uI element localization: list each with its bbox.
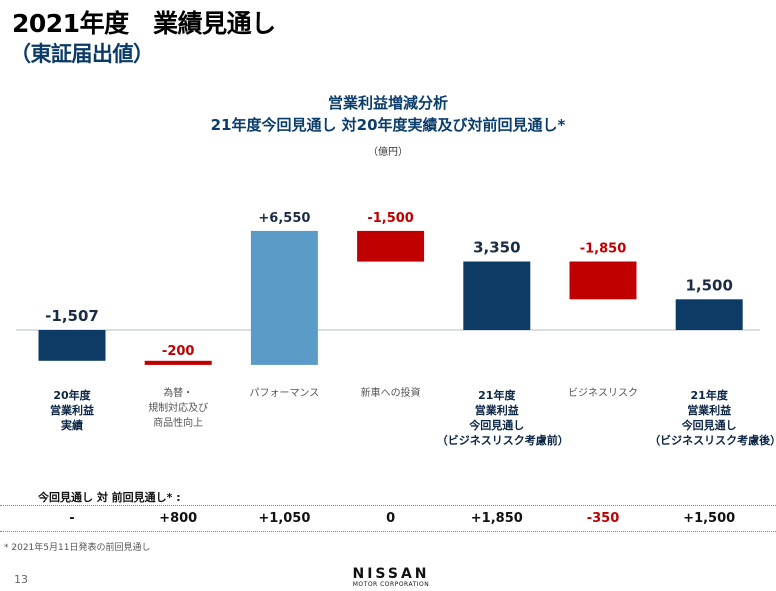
- logo-main: NISSAN: [352, 566, 430, 582]
- summary-value-5: +1,850: [470, 511, 523, 526]
- bar-3: [250, 230, 318, 365]
- category-label-line: 為替・: [163, 388, 194, 399]
- slide-subtitle: （東証届出値）: [10, 42, 154, 66]
- summary-value-6: -350: [586, 511, 620, 526]
- category-label-line: 実績: [61, 419, 83, 432]
- category-label-2: 為替・規制対応及び 商品性向上: [118, 386, 238, 431]
- bar-value-label-7: 1,500: [685, 276, 732, 294]
- summary-value-4: 0: [386, 511, 396, 526]
- category-label-line: 今回見通し: [469, 419, 525, 432]
- chart-title-line2: 21年度今回見通し 対20年度実績及び対前回見通し*: [210, 116, 566, 134]
- category-label-line: （ビジネスリスク考慮後）: [649, 434, 776, 447]
- bar-value-label-6: -1,850: [580, 242, 627, 257]
- category-label-line: 21年度: [690, 389, 728, 402]
- summary-value-1: -: [69, 511, 75, 526]
- category-label-1: 20年度営業利益実績: [12, 388, 132, 433]
- nissan-logo: NISSAN MOTOR CORPORATION: [336, 567, 446, 589]
- bar-5: [463, 261, 531, 330]
- category-label-line: 営業利益: [474, 404, 519, 417]
- category-label-line: 営業利益: [687, 404, 732, 417]
- category-label-line: 20年度: [53, 389, 91, 402]
- bar-value-label-4: -1,500: [367, 211, 414, 226]
- logo-sub: MOTOR CORPORATION: [352, 581, 430, 588]
- bar-1: [38, 330, 106, 361]
- category-label-6: ビジネスリスク: [543, 386, 663, 401]
- summary-value-7: +1,500: [683, 511, 736, 526]
- bar-value-label-3: +6,550: [258, 211, 310, 226]
- bar-value-label-5: 3,350: [473, 239, 520, 257]
- category-label-line: 商品性向上: [153, 418, 204, 429]
- category-label-4: 新車への投資: [331, 386, 451, 401]
- bar-2: [144, 360, 212, 365]
- bar-value-label-2: -200: [162, 344, 195, 359]
- bar-6: [569, 261, 637, 300]
- category-label-line: ビジネスリスク: [568, 388, 638, 399]
- bar-7: [675, 299, 743, 330]
- summary-divider-top: [0, 505, 776, 506]
- category-label-3: パフォーマンス: [224, 386, 344, 401]
- slide-title: 2021年度 業績見通し: [12, 9, 276, 38]
- category-label-line: 規制対応及び: [148, 403, 209, 414]
- category-label-5: 21年度営業利益今回見通し （ビジネスリスク考慮前）: [436, 388, 569, 448]
- chart-title-line1: 営業利益増減分析: [327, 94, 448, 112]
- bar-4: [357, 230, 425, 262]
- category-label-line: 営業利益: [50, 404, 94, 417]
- footnote: * 2021年5月11日発表の前回見通し: [4, 543, 151, 553]
- category-label-line: （ビジネスリスク考慮前）: [436, 434, 569, 447]
- category-label-line: パフォーマンス: [249, 388, 320, 399]
- category-label-7: 21年度営業利益今回見通し （ビジネスリスク考慮後）: [649, 388, 776, 448]
- category-label-line: 今回見通し: [681, 419, 737, 432]
- bar-value-label-1: -1,507: [45, 307, 99, 325]
- chart-unit-label: （億円）: [368, 147, 408, 158]
- summary-title: 今回見通し 対 前回見通し* :: [38, 491, 181, 504]
- category-label-line: 新車への投資: [360, 388, 421, 399]
- summary-value-2: +800: [159, 511, 198, 526]
- category-label-line: 21年度: [478, 389, 516, 402]
- page-number: 13: [14, 573, 28, 586]
- summary-value-3: +1,050: [258, 511, 311, 526]
- summary-divider-bottom: [0, 531, 776, 532]
